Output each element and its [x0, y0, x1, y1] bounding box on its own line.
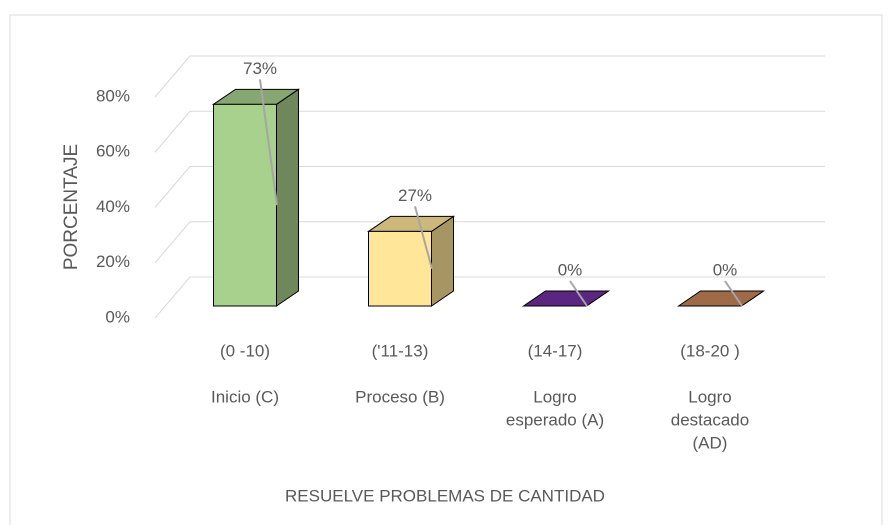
y-tick-label: 20%	[96, 252, 130, 271]
data-label: 0%	[713, 260, 738, 279]
y-tick-label: 80%	[96, 86, 130, 105]
leader-line	[569, 280, 588, 307]
x-tick-label: Logro	[533, 387, 576, 406]
x-tick-label: ('11-13)	[372, 341, 429, 360]
grid-line	[154, 166, 191, 208]
bar-side	[431, 215, 454, 307]
leader-line	[724, 280, 743, 307]
x-tick-label: (14-17)	[528, 341, 583, 360]
bar	[213, 103, 277, 307]
bar-top	[676, 290, 766, 307]
x-tick-label: (0 -10)	[220, 341, 270, 360]
x-axis-title: RESUELVE PROBLEMAS DE CANTIDAD	[285, 486, 605, 505]
x-tick-label: destacado	[671, 410, 749, 429]
bar	[368, 230, 432, 307]
grid-line	[154, 55, 191, 98]
x-tick-label: esperado (A)	[506, 410, 604, 429]
data-label: 27%	[398, 186, 432, 205]
y-tick-label: 40%	[96, 197, 130, 216]
x-tick-label: Logro	[688, 387, 731, 406]
x-tick-label: (AD)	[693, 433, 728, 452]
leader-line	[414, 206, 433, 269]
x-tick-label: Inicio (C)	[211, 387, 279, 406]
grid-line	[154, 276, 191, 319]
y-tick-label: 60%	[96, 142, 130, 161]
data-label: 0%	[558, 260, 583, 279]
x-tick-label: Proceso (B)	[355, 387, 445, 406]
bar-top	[521, 290, 611, 307]
bar-side	[276, 88, 299, 307]
y-tick-label: 0%	[105, 307, 130, 326]
x-tick-label: (18-20 )	[680, 341, 740, 360]
leader-line	[259, 79, 278, 206]
y-axis-title: PORCENTAJE	[61, 144, 82, 270]
grid-line	[154, 110, 191, 153]
data-label: 73%	[243, 59, 277, 78]
grid-line	[154, 221, 191, 264]
